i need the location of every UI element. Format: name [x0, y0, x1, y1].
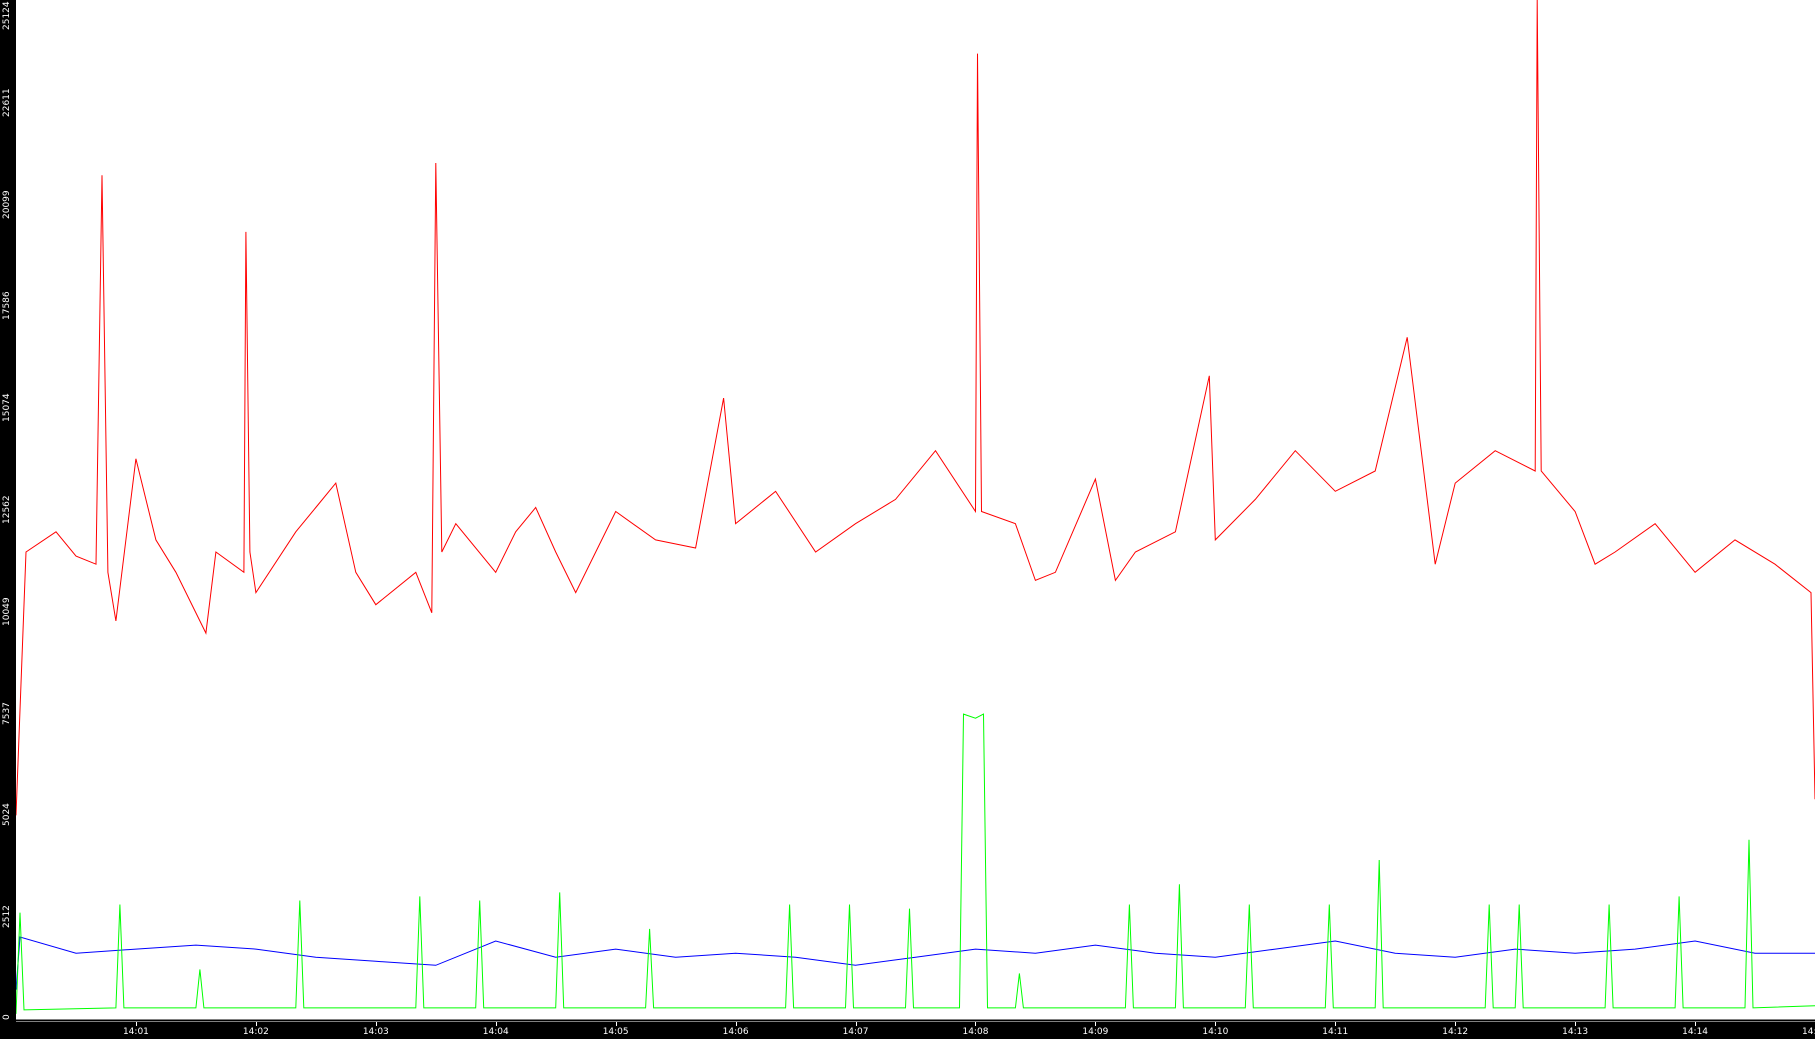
- y-tick-label: 25124: [2, 1, 12, 30]
- x-tick-label: 14:07: [842, 1027, 869, 1037]
- x-tick-label: 14:15: [1802, 1027, 1815, 1037]
- y-tick-label: 22611: [2, 88, 12, 117]
- series-line-0: [15, 0, 1815, 816]
- y-tick-label: 15074: [2, 393, 12, 423]
- x-tick-label: 14:04: [482, 1027, 509, 1037]
- x-tick: [1575, 1022, 1577, 1026]
- chart-svg: [15, 0, 1815, 1022]
- y-tick-label: 20099: [2, 189, 12, 219]
- x-tick: [1455, 1022, 1457, 1026]
- x-tick: [255, 1022, 257, 1026]
- x-tick-label: 14:11: [1322, 1027, 1349, 1037]
- x-tick: [1215, 1022, 1217, 1026]
- y-tick-label: 10049: [2, 597, 12, 626]
- y-tick-label: 2512: [2, 905, 12, 929]
- y-tick-label: 17586: [2, 291, 12, 321]
- x-tick: [1095, 1022, 1097, 1026]
- x-tick-label: 14:13: [1562, 1027, 1589, 1037]
- x-tick-label: 14:05: [602, 1027, 629, 1037]
- x-tick-label: 14:03: [362, 1027, 389, 1037]
- y-tick-label: 12562: [2, 495, 12, 524]
- x-tick-label: 14:14: [1682, 1027, 1709, 1037]
- y-tick-label: 7537: [2, 701, 12, 725]
- x-tick-label: 14:02: [242, 1027, 269, 1037]
- x-tick: [1695, 1022, 1697, 1026]
- plot-area: [15, 0, 1815, 1022]
- x-tick: [495, 1022, 497, 1026]
- x-tick: [1335, 1022, 1337, 1026]
- x-tick: [375, 1022, 377, 1026]
- x-tick: [855, 1022, 857, 1026]
- x-axis: 14:01 14:02 14:03 14:04 14:05 14:06 14:07 14:08…: [0, 1022, 1815, 1039]
- y-tick-label: 5024: [2, 803, 12, 827]
- x-tick: [735, 1022, 737, 1026]
- series-line-1: [15, 936, 1815, 990]
- series-line-2: [15, 713, 1815, 1014]
- y-axis: 0 2512 5024 7537 10049 12562 15074 17586 20099 22…: [0, 0, 16, 1022]
- x-tick-label: 14:09: [1082, 1027, 1109, 1037]
- y-tick-label: 0: [2, 1014, 12, 1020]
- x-tick-label: 14:01: [122, 1027, 149, 1037]
- x-tick: [975, 1022, 977, 1026]
- x-tick-label: 14:10: [1202, 1027, 1229, 1037]
- x-tick: [615, 1022, 617, 1026]
- x-tick-label: 14:08: [962, 1027, 989, 1037]
- x-tick: [135, 1022, 137, 1026]
- x-tick-label: 14:06: [722, 1027, 749, 1037]
- x-tick-label: 14:12: [1442, 1027, 1469, 1037]
